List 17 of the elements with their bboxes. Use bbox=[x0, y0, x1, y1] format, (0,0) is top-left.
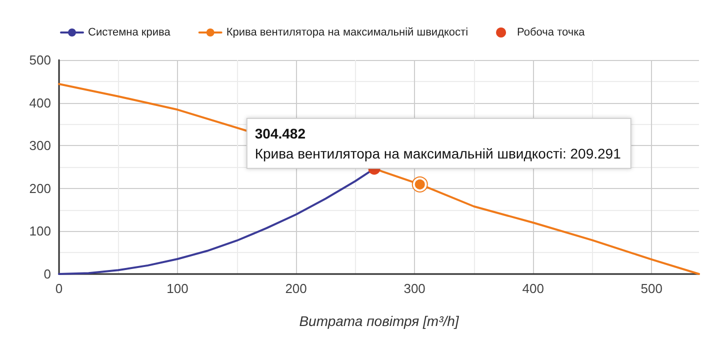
annotation: 304.482 Крива вентилятора на максимальній швидкості: 209.291 bbox=[254, 125, 622, 162]
y-tick-label: 400 bbox=[29, 95, 51, 110]
y-tick-label: 100 bbox=[29, 224, 51, 239]
y-tick-label: 300 bbox=[29, 138, 51, 154]
legend-label: Крива вентилятора на максимальній швидкості bbox=[226, 26, 468, 38]
x-tick-label: 100 bbox=[166, 281, 188, 296]
legend-label: Системна крива bbox=[88, 26, 172, 38]
x-axis-title: Витрата повітря [m³/h] bbox=[299, 313, 460, 329]
x-tick-label: 500 bbox=[640, 281, 662, 296]
x-tick-label: 0 bbox=[55, 281, 63, 296]
legend-label: Робоча точка bbox=[517, 26, 586, 38]
y-tick-label: 0 bbox=[44, 266, 51, 282]
y-tick-label: 200 bbox=[29, 180, 51, 196]
x-tick-label: 300 bbox=[404, 281, 426, 296]
x-tick-label: 200 bbox=[285, 281, 307, 296]
y-tick-label: 500 bbox=[29, 52, 51, 68]
x-tick-label: 400 bbox=[522, 281, 544, 296]
